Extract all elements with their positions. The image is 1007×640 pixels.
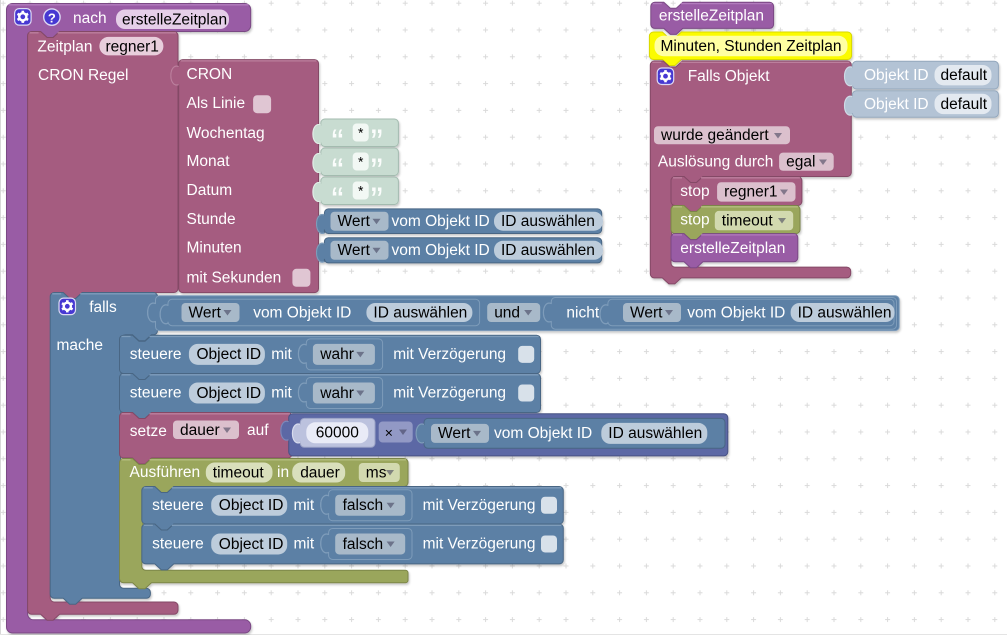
svg-text:falsch: falsch (343, 497, 384, 514)
svg-text:ID auswählen: ID auswählen (798, 304, 892, 321)
svg-text:Object ID: Object ID (197, 385, 262, 402)
svg-text:wahr: wahr (319, 385, 354, 402)
svg-text:?: ? (48, 10, 56, 25)
svg-text:mit Verzögerung: mit Verzögerung (393, 346, 506, 363)
svg-text:nicht: nicht (566, 305, 599, 322)
svg-text:Auslösung durch: Auslösung durch (658, 154, 773, 171)
svg-text:Falls Objekt: Falls Objekt (688, 68, 771, 85)
svg-text:timeout: timeout (722, 212, 774, 229)
svg-text:vom Objekt ID: vom Objekt ID (392, 213, 490, 230)
svg-text:mit Verzögerung: mit Verzögerung (423, 535, 536, 552)
svg-text:ID auswählen: ID auswählen (501, 242, 595, 259)
svg-text:falls: falls (89, 299, 117, 316)
svg-text:mit Verzögerung: mit Verzögerung (393, 385, 506, 402)
svg-text:Object ID: Object ID (219, 497, 284, 514)
svg-text:CRON: CRON (187, 66, 233, 83)
svg-text:vom Objekt ID: vom Objekt ID (392, 242, 490, 259)
svg-text:Datum: Datum (187, 182, 233, 199)
svg-text:nach: nach (73, 10, 107, 27)
svg-text:ID auswählen: ID auswählen (501, 213, 595, 230)
svg-text:mit: mit (271, 385, 292, 402)
svg-text:und: und (494, 304, 520, 321)
svg-text:*: * (358, 153, 364, 169)
svg-text:egal: egal (786, 154, 815, 171)
svg-text:Wert: Wert (189, 304, 222, 321)
svg-text:×: × (385, 424, 393, 440)
svg-text:mit Sekunden: mit Sekunden (187, 269, 282, 286)
svg-text:erstelleZeitplan: erstelleZeitplan (122, 11, 227, 28)
svg-text:*: * (358, 124, 364, 140)
svg-text:vom Objekt ID: vom Objekt ID (253, 304, 351, 321)
svg-text:Zeitplan: Zeitplan (37, 39, 92, 56)
svg-text:default: default (941, 67, 988, 84)
svg-text:Wert: Wert (630, 304, 663, 321)
svg-text:regner1: regner1 (106, 38, 159, 55)
svg-text:ms: ms (366, 464, 387, 481)
svg-text:Als Linie: Als Linie (187, 95, 246, 112)
svg-text:regner1: regner1 (724, 184, 777, 201)
svg-text:vom Objekt ID: vom Objekt ID (494, 425, 592, 442)
svg-text:default: default (941, 96, 988, 113)
svg-text:steuere: steuere (152, 497, 204, 514)
svg-text:auf: auf (247, 422, 269, 439)
svg-text:stop: stop (680, 183, 709, 200)
svg-text:vom Objekt ID: vom Objekt ID (687, 304, 785, 321)
svg-text:wurde geändert: wurde geändert (660, 127, 769, 144)
svg-text:Wert: Wert (338, 213, 371, 230)
svg-text:wahr: wahr (319, 346, 354, 363)
svg-text:steuere: steuere (152, 535, 204, 552)
svg-text:Monat: Monat (187, 153, 231, 170)
svg-text:mit: mit (294, 497, 315, 514)
svg-text:Ausführen: Ausführen (130, 464, 201, 481)
svg-text:Wochentag: Wochentag (187, 125, 265, 142)
svg-text:steuere: steuere (130, 346, 182, 363)
svg-text:timeout: timeout (213, 464, 265, 481)
svg-text:dauer: dauer (300, 464, 340, 481)
svg-text:*: * (358, 182, 364, 198)
svg-text:ID auswählen: ID auswählen (608, 425, 702, 442)
svg-text:mit: mit (271, 346, 292, 363)
svg-text:Stunde: Stunde (187, 211, 236, 228)
svg-text:in: in (277, 464, 289, 481)
svg-text:Objekt ID: Objekt ID (864, 96, 929, 113)
svg-text:erstelleZeitplan: erstelleZeitplan (659, 8, 764, 25)
svg-text:Object ID: Object ID (219, 536, 284, 553)
svg-text:falsch: falsch (343, 536, 384, 553)
svg-text:Wert: Wert (438, 425, 471, 442)
svg-text:60000: 60000 (316, 425, 359, 442)
svg-text:Objekt ID: Objekt ID (864, 67, 929, 84)
svg-text:setze: setze (130, 423, 167, 440)
svg-text:Minuten: Minuten (187, 240, 242, 257)
svg-text:Wert: Wert (338, 242, 371, 259)
svg-text:mache: mache (57, 337, 104, 354)
svg-text:steuere: steuere (130, 385, 182, 402)
svg-text:CRON Regel: CRON Regel (38, 67, 128, 84)
svg-text:dauer: dauer (180, 422, 220, 439)
svg-text:Object ID: Object ID (197, 346, 262, 363)
svg-text:erstelleZeitplan: erstelleZeitplan (680, 240, 785, 257)
svg-text:mit Verzögerung: mit Verzögerung (423, 497, 536, 514)
svg-text:Minuten, Stunden Zeitplan: Minuten, Stunden Zeitplan (661, 38, 842, 55)
svg-text:stop: stop (680, 212, 709, 229)
svg-text:ID auswählen: ID auswählen (373, 304, 467, 321)
svg-text:mit: mit (294, 535, 315, 552)
